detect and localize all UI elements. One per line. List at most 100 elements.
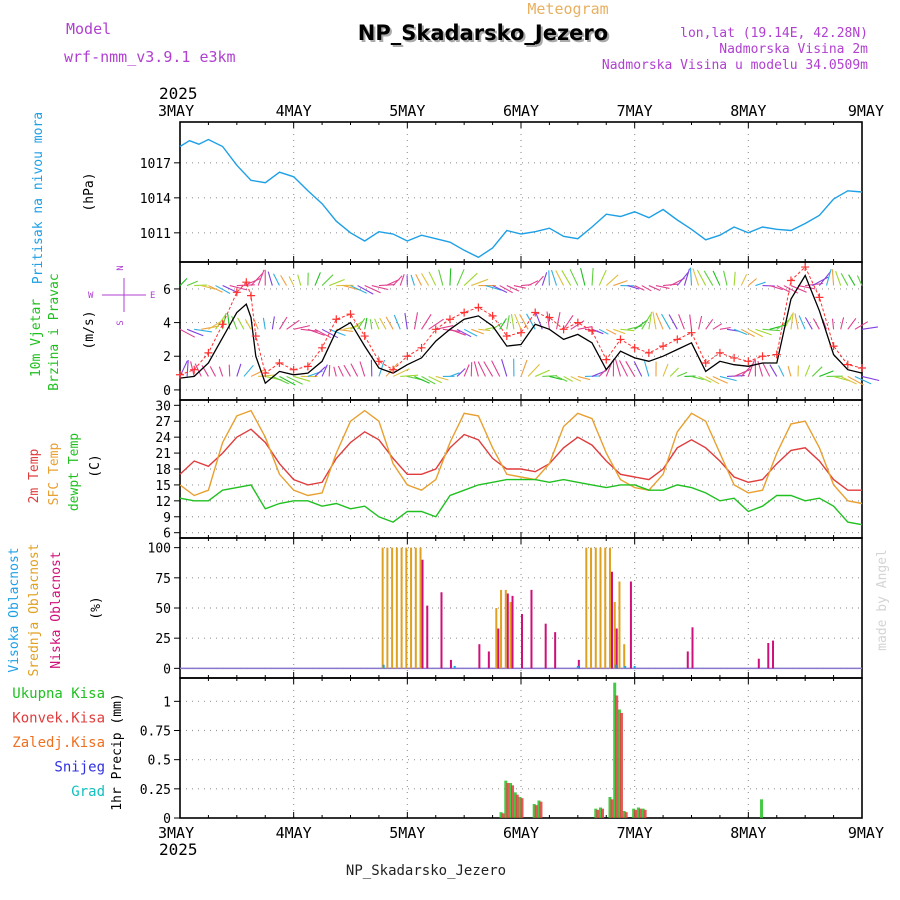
wind-vector-arrow <box>619 360 629 377</box>
wind-vector-arrow <box>698 375 712 383</box>
wind-gust-marker <box>801 263 810 272</box>
wind-vector-arrow <box>314 272 321 286</box>
precip-total-bar <box>760 799 764 818</box>
wind-vector-arrow <box>527 280 539 287</box>
wind-vector-arrow <box>267 271 273 286</box>
wind-vector-arrow <box>854 321 869 330</box>
precip-conv-bar <box>596 809 600 818</box>
wind-vector-arrow <box>719 375 737 382</box>
precip-conv-bar <box>634 809 638 818</box>
wind-vector-arrow <box>286 319 300 330</box>
wind-vector-arrow <box>321 328 339 339</box>
date-labels-bottom: 3MAY 4MAY 5MAY 6MAY 7MAY 8MAY 9MAY <box>158 824 884 842</box>
wind-vector-arrow <box>328 278 345 287</box>
wind-gust-marker <box>303 362 312 371</box>
wind-vector-arrow <box>393 314 401 330</box>
wind-vector-arrow <box>698 315 703 330</box>
date-label-bottom: 3MAY <box>158 824 194 842</box>
wind-vector-arrow <box>678 314 685 330</box>
wind-vector-arrow <box>392 275 403 286</box>
wind-vector-arrow <box>201 285 216 290</box>
wind-vector-arrow <box>835 271 842 286</box>
dewpoint-line <box>179 478 863 526</box>
wind-vector-arrow <box>854 375 872 385</box>
wind-vector-arrow <box>561 270 572 286</box>
wind-vector-arrow <box>280 275 288 286</box>
wind-vector-arrow <box>527 363 541 377</box>
y-tick-label: 6 <box>163 527 171 542</box>
y-tick-label: 0.75 <box>140 725 171 740</box>
legend-graupel: Grad <box>71 784 105 800</box>
wind-vector-arrow <box>237 317 245 330</box>
wind-vector-arrow <box>286 375 303 385</box>
wind-vector-arrow <box>186 359 189 377</box>
wind-vector-arrow <box>549 375 563 381</box>
precip-legend: Ukupna Kisa Konvek.Kisa Zaledj.Kisa Snijeg G… <box>12 686 105 800</box>
legend-snow: Snijeg <box>54 760 105 776</box>
date-label-top: 8MAY <box>730 102 766 120</box>
wind-vector-arrow <box>414 375 430 384</box>
wind-vector-arrow <box>847 375 864 386</box>
wind-vector-arrow <box>279 375 296 386</box>
wind-vector-arrow <box>499 318 507 330</box>
wind-vector-arrow <box>297 274 302 286</box>
wind-vector-arrow <box>364 285 381 294</box>
y-tick-label: 1011 <box>140 227 171 242</box>
wind-vector-arrow <box>819 370 834 377</box>
wind-gust-marker <box>247 291 256 300</box>
wind-vector-arrow <box>655 312 664 330</box>
cloud-ylabel-mid: Srednja Oblacnost <box>27 543 42 676</box>
wind-vector-arrow <box>555 311 561 330</box>
wind-vector-arrow <box>350 285 367 294</box>
wind-vector-arrow <box>625 361 636 377</box>
wind-vector-arrow <box>463 272 478 286</box>
wind-gust-marker <box>843 360 852 369</box>
wind-vector-arrow <box>371 285 389 291</box>
wind-vector-arrow <box>733 271 736 286</box>
wind-vector-arrow <box>369 319 373 330</box>
wind-vector-arrow <box>473 361 479 377</box>
wind-gust-marker <box>502 332 511 341</box>
wind-vector-arrow <box>228 364 231 377</box>
compass-rose: N W E S <box>88 265 155 325</box>
wind-vector-arrow <box>404 312 408 330</box>
wind-vector-arrow <box>613 280 628 287</box>
temp-unit: (C) <box>88 454 103 477</box>
y-tick-label: 21 <box>155 447 171 462</box>
model-label: Model <box>66 20 111 38</box>
wind-vector-arrow <box>812 318 820 330</box>
wind-vector-arrow <box>641 285 652 292</box>
wind-vector-arrow <box>762 362 771 377</box>
wind-vector-arrow <box>804 364 811 377</box>
pressure-panel: Pritisak na nivou mora (hPa) 1011 1014 101… <box>31 112 863 284</box>
wind-vector-arrow <box>307 328 325 336</box>
wind-vector-arrow <box>861 326 878 330</box>
y-tick-label: 1017 <box>140 157 171 172</box>
wind-vector-arrow <box>350 320 363 330</box>
y-tick-label: 24 <box>155 431 171 446</box>
cloud-ylabel-high: Visoka Oblacnost <box>7 547 22 672</box>
wind-gust-marker <box>431 325 440 334</box>
model-elevation-label: Nadmorska Visina u modelu 34.0509m <box>602 58 868 73</box>
wind-vector-arrow <box>563 314 574 330</box>
wind-vector-arrow <box>456 269 465 286</box>
wind-vector-arrow <box>215 314 226 330</box>
precip-conv-bar <box>601 808 605 818</box>
wind-vector-arrow <box>840 317 845 330</box>
wind-gust-marker <box>289 365 298 374</box>
wind-vector-arrow <box>705 375 720 385</box>
wind-gust-marker <box>730 353 739 362</box>
wind-gust-marker <box>242 278 251 287</box>
wind-vector-arrow <box>661 313 671 330</box>
lonlat-label: lon,lat (19.14E, 42.28N) <box>680 26 868 41</box>
precip-conv-bar <box>520 798 524 818</box>
wind-gust-marker <box>559 325 568 334</box>
year-top: 2025 <box>159 84 198 103</box>
wind-vector-arrow <box>314 366 326 377</box>
wind-gust-marker <box>445 315 454 324</box>
wind-vector-arrow <box>236 363 242 377</box>
wind-vector-arrow <box>272 375 289 385</box>
y-tick-label: 1 <box>163 695 171 710</box>
wind-vector-arrow <box>273 273 280 286</box>
